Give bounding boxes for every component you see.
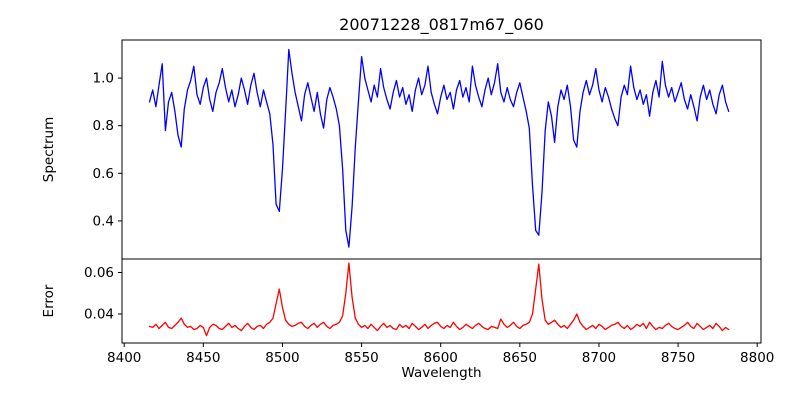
error-line [148, 262, 730, 337]
plot-content: 1.0 0.8 0.6 0.4 0.06 0.04 8400 8450 8500 8550 8600… [84, 48, 774, 366]
spectrum-axes-border [121, 39, 762, 260]
x-tick-label: 8450 [186, 350, 220, 366]
y-tick-label: 0.04 [84, 306, 114, 322]
x-tick-label: 8550 [344, 350, 378, 366]
spectrum-line [148, 48, 730, 248]
error-axes-border [121, 258, 762, 344]
error-y-axis-label: Error [41, 284, 57, 317]
x-tick-label: 8400 [107, 350, 141, 366]
x-tick-label: 8800 [740, 350, 774, 366]
x-tick-label: 8500 [265, 350, 299, 366]
x-tick-label: 8600 [424, 350, 458, 366]
x-tick-label: 8750 [661, 350, 695, 366]
spectrum-y-axis-label: Spectrum [41, 117, 57, 182]
y-tick-label: 0.6 [93, 166, 114, 182]
x-tick-label: 8700 [582, 350, 616, 366]
y-tick-label: 0.8 [93, 118, 114, 134]
x-tick-label: 8650 [503, 350, 537, 366]
x-axis-label: Wavelength [401, 365, 481, 381]
chart-title: 20071228_0817m67_060 [339, 15, 544, 35]
y-tick-label: 1.0 [93, 71, 114, 87]
y-tick-label: 0.06 [84, 265, 114, 281]
y-tick-label: 0.4 [93, 213, 114, 229]
